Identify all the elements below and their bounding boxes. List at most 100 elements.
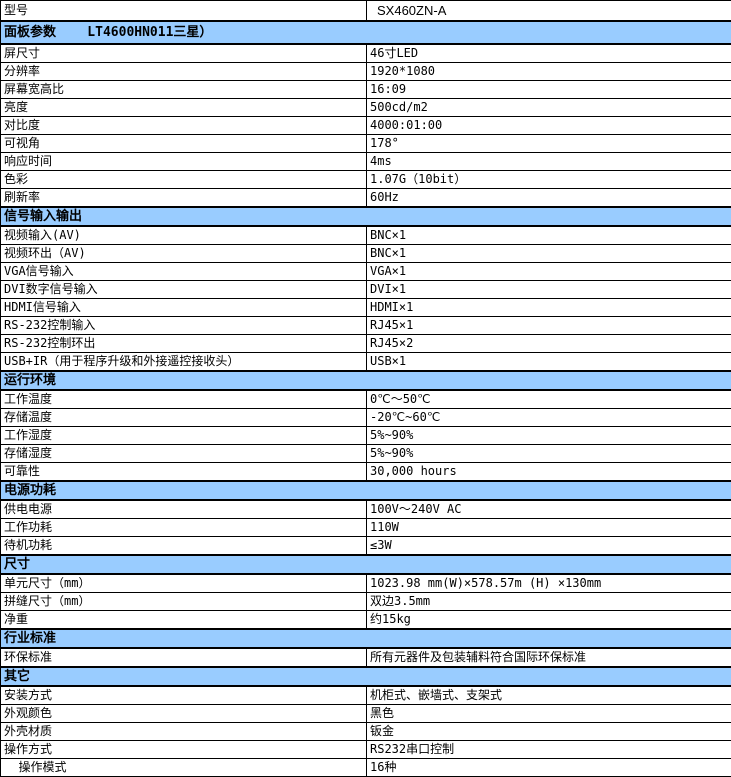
spec-label-cell: 视频环出（AV) <box>1 245 367 263</box>
model-label-cell: 型号 <box>1 1 367 22</box>
section-title: 其它 <box>1 667 731 686</box>
spec-label-cell: 外壳材质 <box>1 723 367 741</box>
section-header-row: 电源功耗 <box>1 481 731 500</box>
spec-value-cell: 所有元器件及包装辅料符合国际环保标准 <box>367 648 731 667</box>
spec-label-cell: 屏尺寸 <box>1 44 367 63</box>
spec-label-cell: 色彩 <box>1 171 367 189</box>
spec-label-cell: DVI数字信号输入 <box>1 281 367 299</box>
spec-value-cell: 178° <box>367 135 731 153</box>
spec-value-cell: 4ms <box>367 153 731 171</box>
spec-label-cell: 工作功耗 <box>1 519 367 537</box>
spec-row: 外观颜色黑色 <box>1 705 731 723</box>
spec-row: 安装方式机柜式、嵌墙式、支架式 <box>1 686 731 705</box>
spec-label-cell: 存储温度 <box>1 409 367 427</box>
spec-value-cell: 100V～240V AC <box>367 500 731 519</box>
spec-value-cell: 30,000 hours <box>367 463 731 482</box>
section-title: 尺寸 <box>1 555 731 574</box>
spec-value-cell: 60Hz <box>367 189 731 208</box>
spec-value-cell: BNC×1 <box>367 245 731 263</box>
section-header-row: 其它 <box>1 667 731 686</box>
spec-label-cell: 视频输入(AV) <box>1 226 367 245</box>
spec-label-cell: 可靠性 <box>1 463 367 482</box>
spec-value-cell: 钣金 <box>367 723 731 741</box>
spec-label-cell: 对比度 <box>1 117 367 135</box>
spec-value-cell: 500cd/m2 <box>367 99 731 117</box>
spec-label-cell: HDMI信号输入 <box>1 299 367 317</box>
spec-value-cell: RS232串口控制 <box>367 741 731 759</box>
spec-label-cell: 单元尺寸（mm） <box>1 574 367 593</box>
spec-label-cell: 环保标准 <box>1 648 367 667</box>
spec-label-cell: 可视角 <box>1 135 367 153</box>
spec-value-cell: 46寸LED <box>367 44 731 63</box>
spec-value-cell: 16种 <box>367 759 731 777</box>
spec-label-cell: 安装方式 <box>1 686 367 705</box>
spec-row: 环保标准所有元器件及包装辅料符合国际环保标准 <box>1 648 731 667</box>
spec-value-cell: 16:09 <box>367 81 731 99</box>
section-title: 信号输入输出 <box>1 207 731 226</box>
spec-row: 待机功耗≤3W <box>1 537 731 556</box>
section-title: 行业标准 <box>1 629 731 648</box>
spec-row: 外壳材质钣金 <box>1 723 731 741</box>
spec-row: 拼缝尺寸（mm）双边3.5mm <box>1 593 731 611</box>
spec-label-cell: 供电电源 <box>1 500 367 519</box>
section-header-row: 运行环境 <box>1 371 731 390</box>
spec-value-cell: USB×1 <box>367 353 731 372</box>
model-value-cell: SX460ZN-A <box>367 1 731 22</box>
section-title: 运行环境 <box>1 371 731 390</box>
spec-value-cell: 1920*1080 <box>367 63 731 81</box>
spec-value-cell: 1.07G（10bit） <box>367 171 731 189</box>
section-title: 电源功耗 <box>1 481 731 500</box>
spec-value-cell: HDMI×1 <box>367 299 731 317</box>
spec-value-cell: 1023.98 mm(W)×578.57m (H) ×130mm <box>367 574 731 593</box>
spec-value-cell: 110W <box>367 519 731 537</box>
section-title: 面板参数 LT4600HN011三星） <box>1 21 731 44</box>
spec-row: 视频输入(AV)BNC×1 <box>1 226 731 245</box>
spec-label-cell: 刷新率 <box>1 189 367 208</box>
spec-label-cell: 操作模式 <box>1 759 367 777</box>
spec-label-cell: 分辨率 <box>1 63 367 81</box>
spec-label-cell: 外观颜色 <box>1 705 367 723</box>
spec-value-cell: DVI×1 <box>367 281 731 299</box>
spec-value-cell: RJ45×1 <box>367 317 731 335</box>
spec-label-cell: 待机功耗 <box>1 537 367 556</box>
spec-value-cell: 约15kg <box>367 611 731 630</box>
spec-value-cell: BNC×1 <box>367 226 731 245</box>
spec-label-cell: 工作温度 <box>1 390 367 409</box>
section-header-row: 尺寸 <box>1 555 731 574</box>
spec-label-cell: 屏幕宽高比 <box>1 81 367 99</box>
spec-value-cell: 5%~90% <box>367 427 731 445</box>
spec-label-cell: 工作湿度 <box>1 427 367 445</box>
spec-label-cell: 拼缝尺寸（mm） <box>1 593 367 611</box>
spec-value-cell: VGA×1 <box>367 263 731 281</box>
spec-row: 净重约15kg <box>1 611 731 630</box>
spec-value-cell: 双边3.5mm <box>367 593 731 611</box>
spec-label-cell: 净重 <box>1 611 367 630</box>
spec-label-cell: 响应时间 <box>1 153 367 171</box>
spec-value-cell: 5%~90% <box>367 445 731 463</box>
spec-row: USB+IR（用于程序升级和外接遥控接收头）USB×1 <box>1 353 731 372</box>
spec-label-cell: 操作方式 <box>1 741 367 759</box>
